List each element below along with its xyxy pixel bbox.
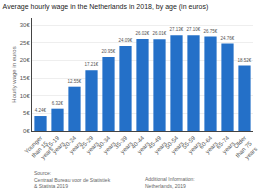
svg-text:30€: 30€	[20, 22, 31, 28]
svg-text:Olderthan 75years: Olderthan 75years	[229, 134, 259, 164]
svg-text:25€: 25€	[20, 40, 31, 46]
svg-text:24.76€: 24.76€	[220, 36, 234, 41]
svg-text:55-59years: 55-59years	[181, 134, 202, 155]
svg-text:26.02€: 26.02€	[135, 31, 149, 36]
svg-text:40-44years: 40-44years	[130, 134, 151, 155]
svg-text:Source:Centraal Bureau voor de: Source:Centraal Bureau voor de Statistie…	[34, 170, 111, 189]
svg-text:6.32€: 6.32€	[52, 101, 64, 106]
svg-text:20-24years: 20-24years	[62, 134, 83, 155]
svg-text:Youngerthan 15years: Youngerthan 15years	[23, 134, 54, 165]
svg-text:Additional Information:Netherl: Additional Information:Netherlands, 2019	[145, 176, 195, 189]
svg-text:65-74years: 65-74years	[215, 134, 236, 155]
svg-text:20€: 20€	[20, 57, 31, 63]
svg-text:27.13€: 27.13€	[169, 27, 183, 32]
svg-text:60-64years: 60-64years	[198, 134, 219, 155]
svg-text:12.55€: 12.55€	[67, 79, 81, 84]
svg-text:25-29years: 25-29years	[79, 134, 100, 155]
svg-text:26.01€: 26.01€	[152, 31, 166, 36]
svg-text:24.09€: 24.09€	[118, 38, 132, 43]
svg-text:10€: 10€	[20, 93, 31, 99]
svg-text:35-39years: 35-39years	[113, 134, 134, 155]
svg-text:18.52€: 18.52€	[237, 58, 251, 63]
svg-text:15-19years: 15-19years	[45, 134, 66, 155]
svg-text:0€: 0€	[23, 128, 30, 134]
svg-text:5€: 5€	[23, 110, 30, 116]
svg-text:Hourly wage in euros: Hourly wage in euros	[11, 46, 17, 102]
svg-text:45-49years: 45-49years	[147, 134, 168, 155]
svg-text:50-54years: 50-54years	[164, 134, 185, 155]
svg-text:27.10€: 27.10€	[186, 27, 200, 32]
svg-text:Average hourly wage in the Net: Average hourly wage in the Netherlands i…	[3, 3, 209, 11]
svg-text:26.75€: 26.75€	[203, 29, 217, 34]
svg-text:4.24€: 4.24€	[35, 108, 47, 113]
svg-text:17.21€: 17.21€	[84, 62, 98, 67]
svg-text:15€: 15€	[20, 75, 31, 81]
svg-text:30-34years: 30-34years	[96, 134, 117, 155]
svg-text:20.95€: 20.95€	[101, 49, 115, 54]
